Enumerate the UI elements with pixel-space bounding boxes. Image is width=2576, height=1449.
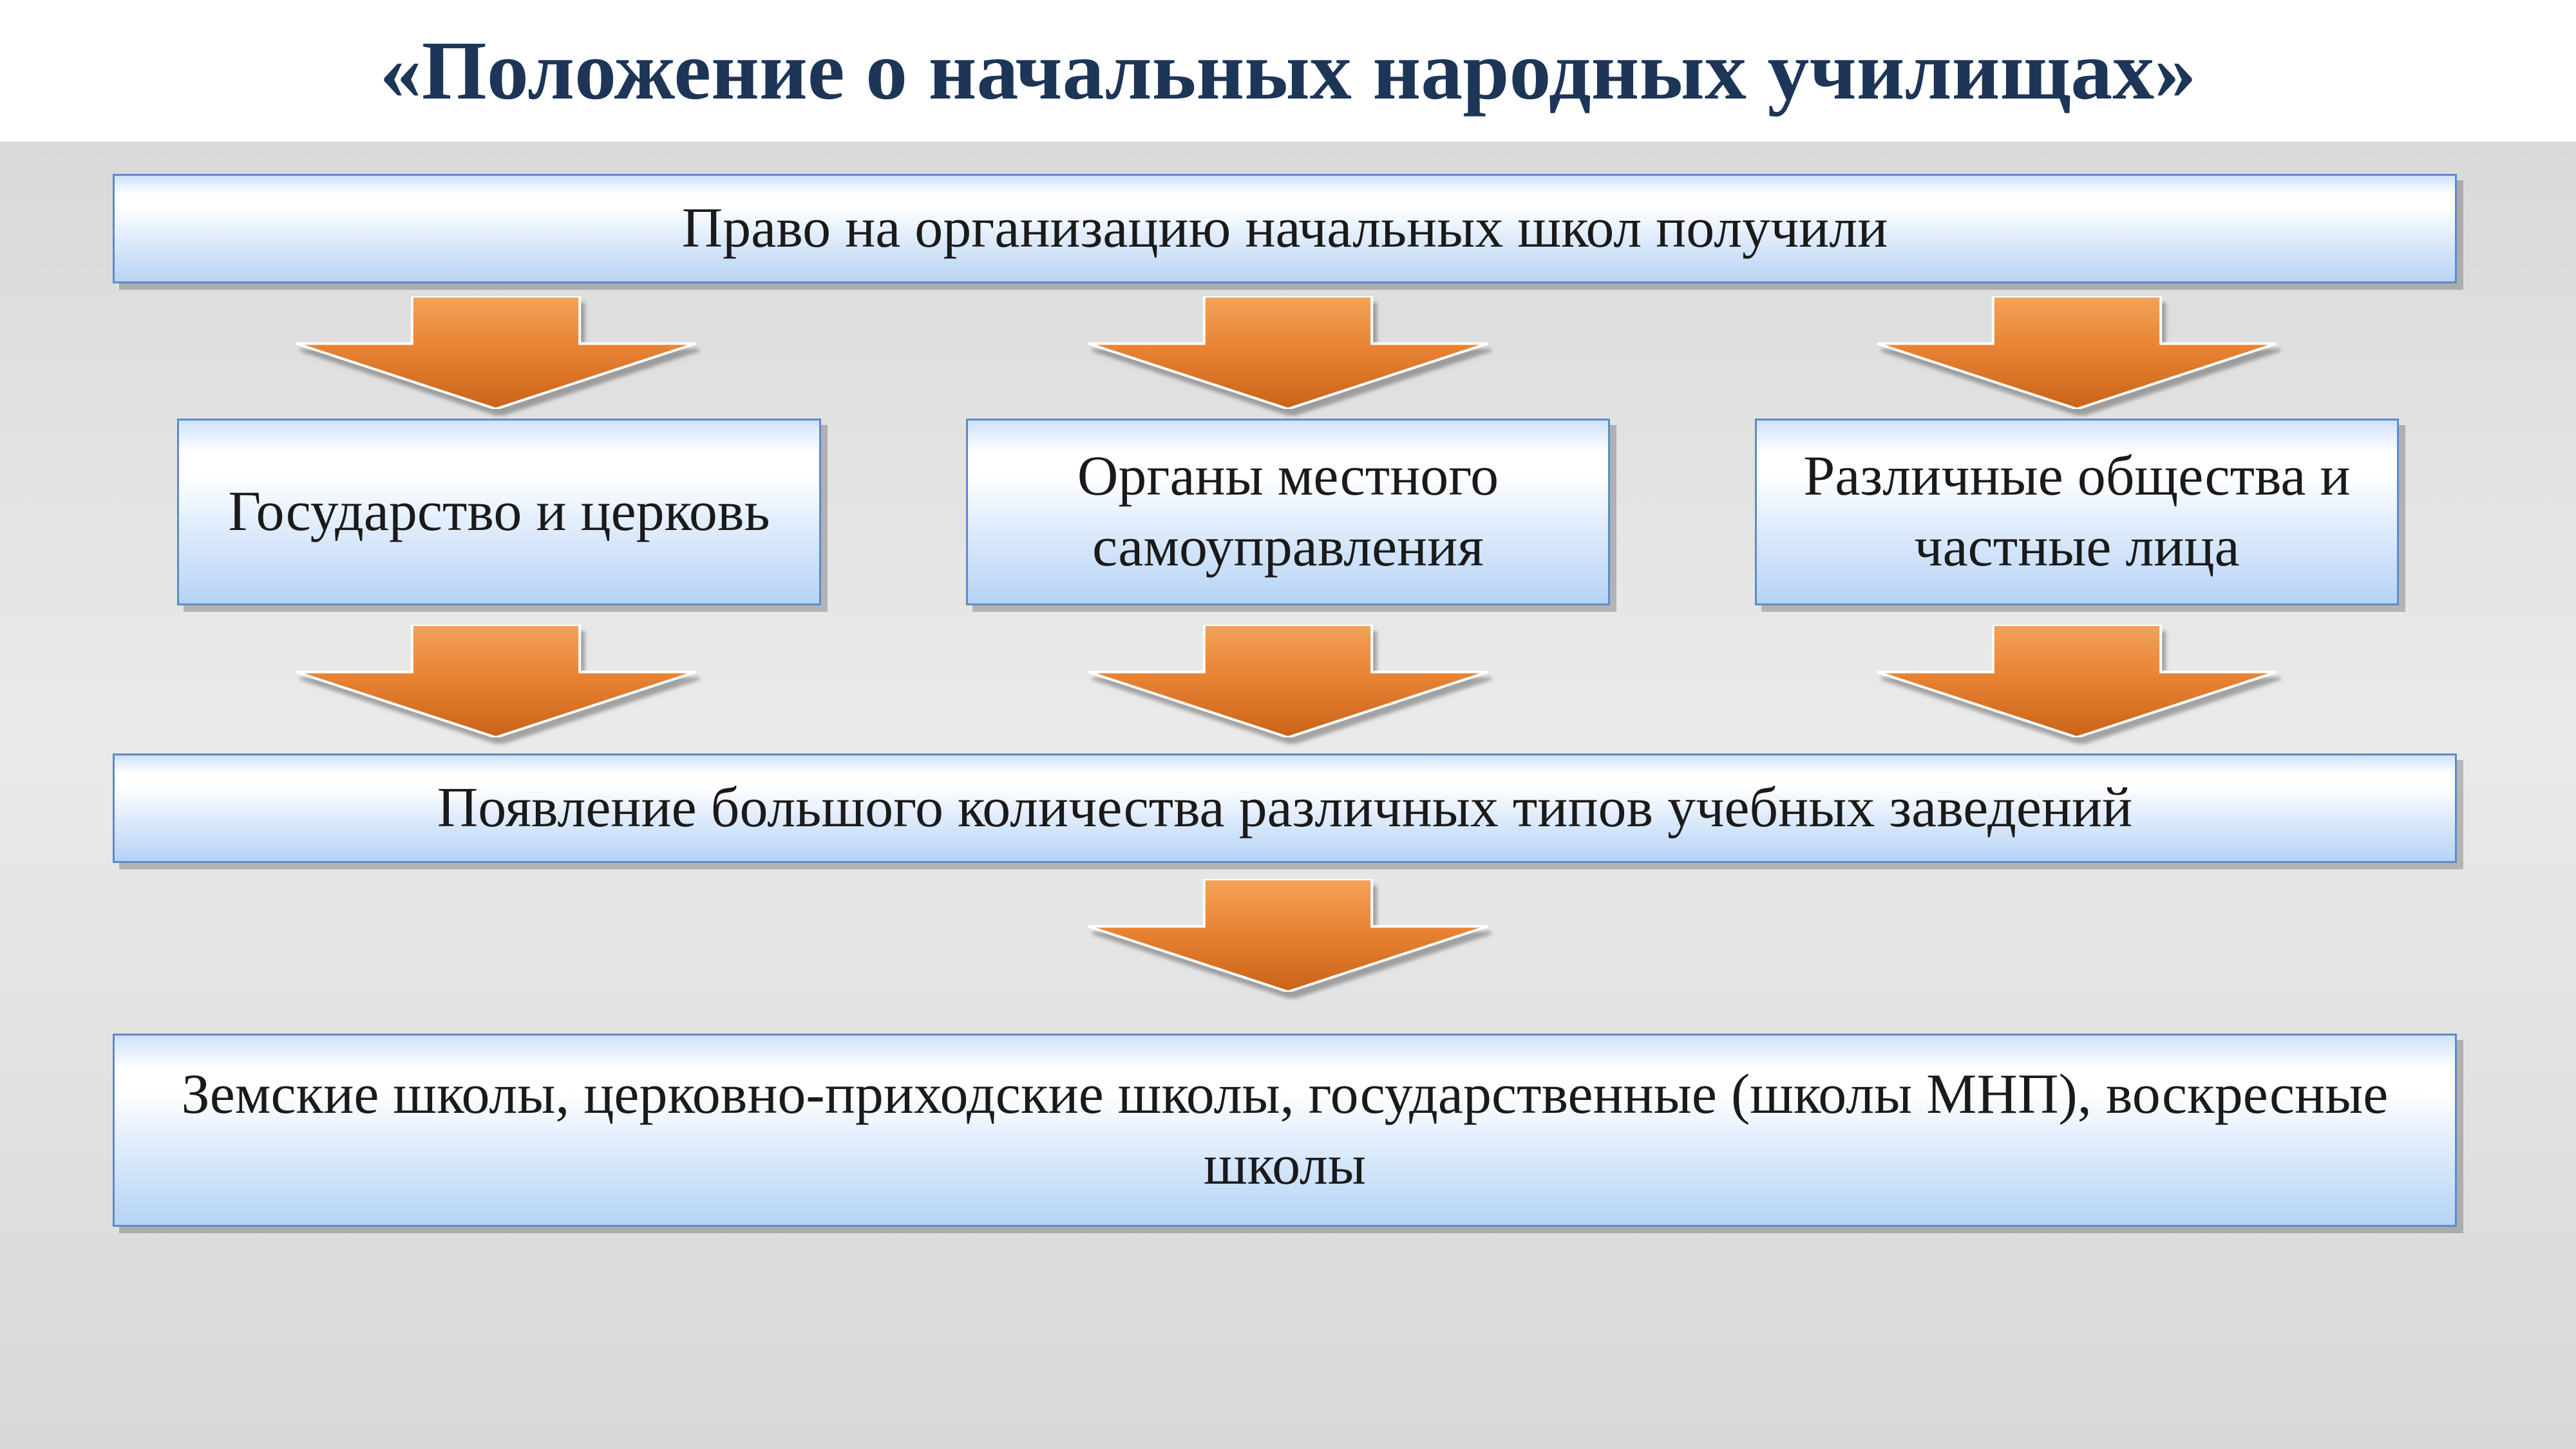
content-area: Право на организацию начальных школ полу… [0, 142, 2576, 1449]
box-mid-center-label: Органы местного самоуправления [987, 441, 1589, 583]
title-bar: «Положение о начальных народных училищах… [0, 0, 2576, 142]
box-top: Право на организацию начальных школ полу… [113, 174, 2457, 283]
box-final: Земские школы, церковно-приходские школы… [113, 1034, 2457, 1227]
box-mid-left-label: Государство и церковь [228, 477, 770, 547]
arrow-down-icon [1088, 625, 1488, 737]
box-mid-right: Различные общества и частные лица [1755, 419, 2399, 605]
arrow-down-icon [1088, 879, 1488, 992]
box-mid-right-label: Различные общества и частные лица [1776, 441, 2378, 583]
box-mid-left: Государство и церковь [177, 419, 821, 605]
arrow-down-icon [296, 625, 696, 737]
box-result-label: Появление большого количества различных … [437, 773, 2133, 844]
slide: «Положение о начальных народных училищах… [0, 0, 2576, 1449]
page-title: «Положение о начальных народных училищах… [380, 23, 2197, 119]
box-top-label: Право на организацию начальных школ полу… [682, 193, 1888, 264]
box-final-label: Земские школы, церковно-приходские школы… [134, 1059, 2436, 1201]
box-result: Появление большого количества различных … [113, 753, 2457, 863]
arrow-down-icon [1877, 625, 2277, 737]
arrow-down-icon [1877, 296, 2277, 409]
arrow-down-icon [1088, 296, 1488, 409]
arrow-down-icon [296, 296, 696, 409]
box-mid-center: Органы местного самоуправления [966, 419, 1610, 605]
